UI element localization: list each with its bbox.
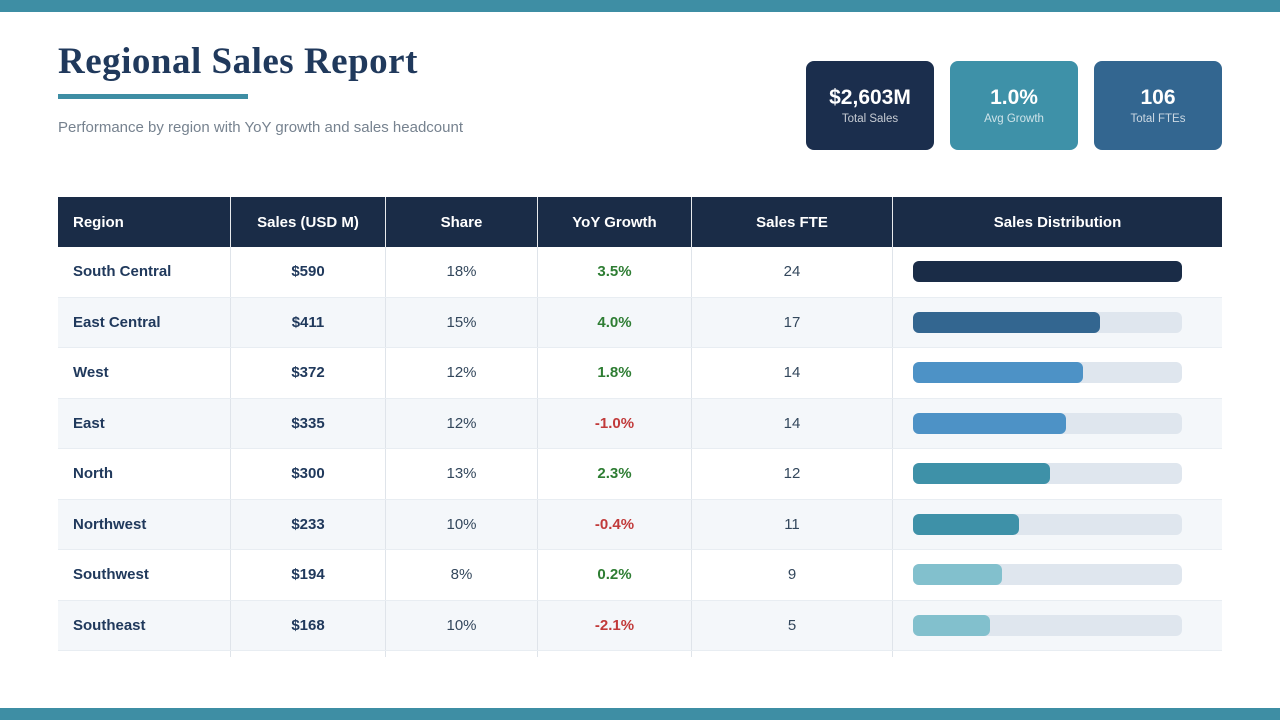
kpi-value: $2,603M [829, 86, 911, 109]
sales-distribution-cell [892, 550, 1222, 600]
share-cell: 10% [385, 499, 537, 549]
sales-cell: $300 [230, 449, 385, 499]
clipped-table-row [58, 651, 1222, 657]
kpi-value: 1.0% [990, 86, 1038, 109]
share-cell: 12% [385, 398, 537, 448]
bar-fill [913, 362, 1083, 384]
column-header-share: Share [385, 197, 537, 247]
bar-track [913, 261, 1182, 283]
yoy-growth-cell: 2.3% [537, 449, 691, 499]
sales-fte-cell: 11 [691, 499, 892, 549]
yoy-growth-cell: -1.0% [537, 398, 691, 448]
page-subtitle: Performance by region with YoY growth an… [58, 119, 463, 136]
region-cell: Southeast [73, 616, 146, 634]
bar-track [913, 463, 1182, 485]
sales-fte-cell: 24 [691, 247, 892, 297]
bar-fill [913, 614, 990, 636]
sales-distribution-cell [892, 449, 1222, 499]
regional-sales-table: Region Sales (USD M) Share YoY Growth Sa… [58, 197, 1222, 657]
sales-cell: $233 [230, 499, 385, 549]
bar-fill [913, 564, 1002, 586]
bottom-accent-bar [0, 708, 1280, 720]
table-header-row: Region Sales (USD M) Share YoY Growth Sa… [58, 197, 1222, 247]
region-cell: East Central [73, 313, 161, 331]
bar-track [913, 564, 1182, 586]
table-row: West $372 12% 1.8% 14 [58, 348, 1222, 399]
sales-distribution-cell [892, 297, 1222, 347]
table-row: East Central $411 15% 4.0% 17 [58, 297, 1222, 348]
share-cell: 13% [385, 449, 537, 499]
kpi-total-ftes: 106 Total FTEs [1094, 61, 1222, 150]
region-cell: Southwest [73, 566, 149, 584]
column-header-sales-distribution: Sales Distribution [892, 197, 1222, 247]
sales-fte-cell: 9 [691, 550, 892, 600]
share-cell: 8% [385, 550, 537, 600]
yoy-growth-cell: 1.8% [537, 348, 691, 398]
bar-track [913, 311, 1182, 333]
share-cell: 15% [385, 297, 537, 347]
bar-fill [913, 412, 1066, 434]
sales-fte-cell: 17 [691, 297, 892, 347]
sales-fte-cell: 14 [691, 398, 892, 448]
yoy-growth-cell: -2.1% [537, 600, 691, 650]
yoy-growth-cell: -0.4% [537, 499, 691, 549]
sales-distribution-cell [892, 247, 1222, 297]
sales-distribution-cell [892, 499, 1222, 549]
kpi-cards: $2,603M Total Sales 1.0% Avg Growth 106 … [806, 61, 1222, 150]
top-accent-bar [0, 0, 1280, 12]
table-row: East $335 12% -1.0% 14 [58, 398, 1222, 449]
region-cell: Northwest [73, 515, 147, 533]
sales-fte-cell: 12 [691, 449, 892, 499]
region-cell: South Central [73, 263, 172, 281]
table-row: North $300 13% 2.3% 12 [58, 449, 1222, 500]
sales-fte-cell: 5 [691, 600, 892, 650]
bar-track [913, 614, 1182, 636]
column-header-yoy-growth: YoY Growth [537, 197, 691, 247]
table-row: Northwest $233 10% -0.4% 11 [58, 499, 1222, 550]
yoy-growth-cell: 3.5% [537, 247, 691, 297]
region-cell: North [73, 465, 113, 483]
sales-cell: $411 [230, 297, 385, 347]
sales-distribution-cell [892, 398, 1222, 448]
sales-fte-cell: 14 [691, 348, 892, 398]
sales-distribution-cell [892, 348, 1222, 398]
bar-track [913, 513, 1182, 535]
column-header-sales-fte: Sales FTE [691, 197, 892, 247]
share-cell: 12% [385, 348, 537, 398]
page-title: Regional Sales Report [58, 41, 418, 82]
kpi-label: Total Sales [841, 113, 899, 125]
bar-track [913, 412, 1182, 434]
yoy-growth-cell: 4.0% [537, 297, 691, 347]
column-header-sales: Sales (USD M) [230, 197, 385, 247]
region-cell: East [73, 414, 105, 432]
sales-cell: $335 [230, 398, 385, 448]
sales-cell: $372 [230, 348, 385, 398]
bar-fill [913, 513, 1020, 535]
column-header-region: Region [73, 213, 124, 231]
table-row: South Central $590 18% 3.5% 24 [58, 247, 1222, 298]
bar-fill [913, 261, 1182, 283]
sales-cell: $590 [230, 247, 385, 297]
kpi-total-sales: $2,603M Total Sales [806, 61, 934, 150]
kpi-label: Total FTEs [1130, 113, 1186, 125]
title-underline [58, 94, 248, 99]
kpi-label: Avg Growth [984, 113, 1044, 125]
bar-track [913, 362, 1182, 384]
yoy-growth-cell: 0.2% [537, 550, 691, 600]
sales-cell: $194 [230, 550, 385, 600]
bar-fill [913, 311, 1101, 333]
table-row: Southwest $194 8% 0.2% 9 [58, 550, 1222, 601]
region-cell: West [73, 364, 109, 382]
kpi-value: 106 [1140, 86, 1176, 109]
share-cell: 18% [385, 247, 537, 297]
sales-distribution-cell [892, 600, 1222, 650]
sales-cell: $168 [230, 600, 385, 650]
kpi-avg-growth: 1.0% Avg Growth [950, 61, 1078, 150]
table-row: Southeast $168 10% -2.1% 5 [58, 600, 1222, 651]
share-cell: 10% [385, 600, 537, 650]
bar-fill [913, 463, 1050, 485]
